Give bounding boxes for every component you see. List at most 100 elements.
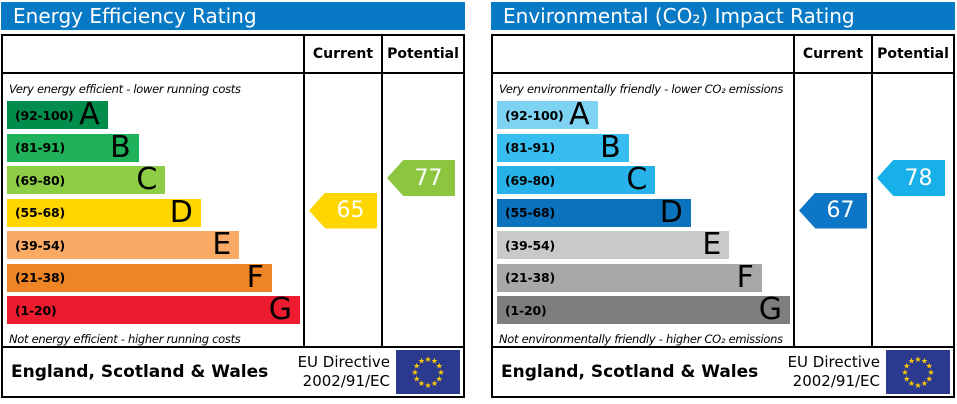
band-row-d: (55-68) D bbox=[7, 194, 201, 230]
band-letter: E bbox=[212, 227, 232, 262]
band-row-a: (92-100) A bbox=[497, 97, 598, 132]
svg-text:★: ★ bbox=[927, 368, 934, 377]
top-caption: Very environmentally friendly - lower CO… bbox=[499, 82, 784, 96]
eu-flag-icon: ★ ★★★★★★★★★★★ bbox=[396, 350, 460, 394]
potential-column-header: Potential bbox=[381, 36, 463, 72]
panel-title-energy: Energy Efficiency Rating bbox=[1, 2, 465, 30]
band-row-g: (1-20) G bbox=[7, 292, 301, 327]
footer-row: England, Scotland & Wales EU Directive 2… bbox=[3, 348, 463, 396]
band-row-e: (39-54) E bbox=[7, 227, 240, 262]
band-range: (1-20) bbox=[15, 302, 57, 318]
band-row-e: (39-54) E bbox=[497, 227, 730, 262]
panel-title-environmental: Environmental (CO₂) Impact Rating bbox=[491, 2, 955, 30]
current-column-header: Current bbox=[793, 36, 871, 72]
band-row-b: (81-91) B bbox=[7, 129, 139, 165]
svg-text:★: ★ bbox=[431, 379, 438, 388]
top-caption: Very energy efficient - lower running co… bbox=[9, 82, 241, 96]
svg-text:★: ★ bbox=[437, 368, 444, 377]
svg-text:★: ★ bbox=[901, 368, 908, 377]
svg-text:★: ★ bbox=[418, 379, 425, 388]
band-range: (81-91) bbox=[505, 140, 556, 155]
band-range: (39-54) bbox=[505, 237, 556, 253]
eu-directive-label: EU Directive 2002/91/EC bbox=[788, 353, 886, 392]
svg-text:★: ★ bbox=[926, 361, 933, 370]
svg-text:★: ★ bbox=[418, 357, 425, 366]
bottom-caption: Not energy efficient - higher running co… bbox=[9, 331, 241, 346]
energy-rating-table: Current Potential Very energy efficient … bbox=[1, 34, 465, 398]
band-row-g: (1-20) G bbox=[497, 292, 791, 327]
band-row-a: (92-100) A bbox=[7, 97, 108, 132]
energy-efficiency-panel: Energy Efficiency Rating Current Potenti… bbox=[1, 2, 465, 398]
svg-text:★: ★ bbox=[424, 355, 431, 364]
chart-body-row: Very environmentally friendly - lower CO… bbox=[493, 74, 953, 348]
current-rating-value: 67 bbox=[826, 198, 855, 223]
band-range: (55-68) bbox=[15, 205, 66, 220]
current-value-cell: 67 bbox=[793, 74, 871, 346]
band-chart: Very energy efficient - lower running co… bbox=[3, 74, 303, 346]
potential-rating-value: 77 bbox=[414, 165, 443, 191]
svg-text:★: ★ bbox=[436, 374, 443, 383]
environmental-rating-table: Current Potential Very environmentally f… bbox=[491, 34, 955, 398]
potential-column-header: Potential bbox=[871, 36, 953, 72]
band-range: (69-80) bbox=[505, 172, 556, 188]
potential-value-cell: 78 bbox=[871, 74, 953, 346]
potential-rating-arrow: 78 bbox=[877, 160, 945, 196]
svg-text:★: ★ bbox=[903, 374, 910, 383]
svg-text:★: ★ bbox=[908, 357, 915, 366]
potential-value-cell: 77 bbox=[381, 74, 463, 346]
svg-text:★: ★ bbox=[908, 379, 915, 388]
band-letter: F bbox=[246, 259, 264, 295]
band-letter: D bbox=[659, 194, 683, 230]
svg-text:★: ★ bbox=[914, 355, 921, 364]
band-range: (92-100) bbox=[15, 107, 74, 123]
column-header-row: Current Potential bbox=[3, 36, 463, 74]
environmental-impact-panel: Environmental (CO₂) Impact Rating Curren… bbox=[491, 2, 955, 398]
potential-rating-value: 78 bbox=[904, 165, 933, 191]
footer-row: England, Scotland & Wales EU Directive 2… bbox=[493, 348, 953, 396]
band-letter: B bbox=[600, 129, 621, 165]
svg-text:★: ★ bbox=[413, 361, 420, 370]
bottom-caption: Not environmentally friendly - higher CO… bbox=[499, 331, 783, 346]
svg-text:★: ★ bbox=[926, 374, 933, 383]
svg-text:★: ★ bbox=[914, 381, 921, 390]
band-letter: G bbox=[758, 292, 783, 327]
band-row-f: (21-38) F bbox=[7, 259, 272, 295]
svg-text:★: ★ bbox=[411, 368, 418, 377]
current-value-cell: 65 bbox=[303, 74, 381, 346]
band-row-b: (81-91) B bbox=[497, 129, 629, 165]
band-range: (69-80) bbox=[15, 172, 66, 188]
current-rating-value: 65 bbox=[336, 198, 365, 223]
band-range: (39-54) bbox=[15, 237, 66, 253]
band-chart: Very environmentally friendly - lower CO… bbox=[493, 74, 793, 346]
eu-flag-icon: ★ ★★★★★★★★★★★ bbox=[886, 350, 950, 394]
svg-text:★: ★ bbox=[436, 361, 443, 370]
band-letter: C bbox=[136, 162, 158, 197]
current-rating-arrow: 65 bbox=[309, 192, 377, 229]
header-spacer bbox=[3, 36, 303, 72]
svg-text:★: ★ bbox=[921, 379, 928, 388]
eu-directive-line1: EU Directive bbox=[787, 352, 880, 371]
band-row-d: (55-68) D bbox=[497, 194, 691, 230]
band-range: (21-38) bbox=[505, 270, 556, 285]
band-letter: E bbox=[702, 227, 722, 262]
band-range: (1-20) bbox=[505, 302, 547, 318]
band-letter: G bbox=[268, 292, 293, 327]
band-letter: B bbox=[110, 129, 131, 165]
band-range: (92-100) bbox=[505, 107, 564, 123]
band-letter: D bbox=[169, 194, 193, 230]
svg-text:★: ★ bbox=[424, 381, 431, 390]
band-row-c: (69-80) C bbox=[497, 165, 656, 195]
band-range: (81-91) bbox=[15, 140, 66, 155]
potential-rating-arrow: 77 bbox=[387, 160, 455, 196]
band-letter: A bbox=[79, 97, 100, 132]
band-letter: A bbox=[569, 97, 590, 132]
eu-directive-line2: 2002/91/EC bbox=[792, 372, 880, 390]
band-range: (55-68) bbox=[505, 205, 556, 220]
band-row-f: (21-38) F bbox=[497, 262, 762, 292]
svg-text:★: ★ bbox=[903, 361, 910, 370]
eu-directive-line2: 2002/91/EC bbox=[302, 372, 390, 390]
eu-directive-label: EU Directive 2002/91/EC bbox=[298, 353, 396, 392]
svg-text:★: ★ bbox=[921, 357, 928, 366]
band-row-c: (69-80) C bbox=[7, 162, 166, 197]
